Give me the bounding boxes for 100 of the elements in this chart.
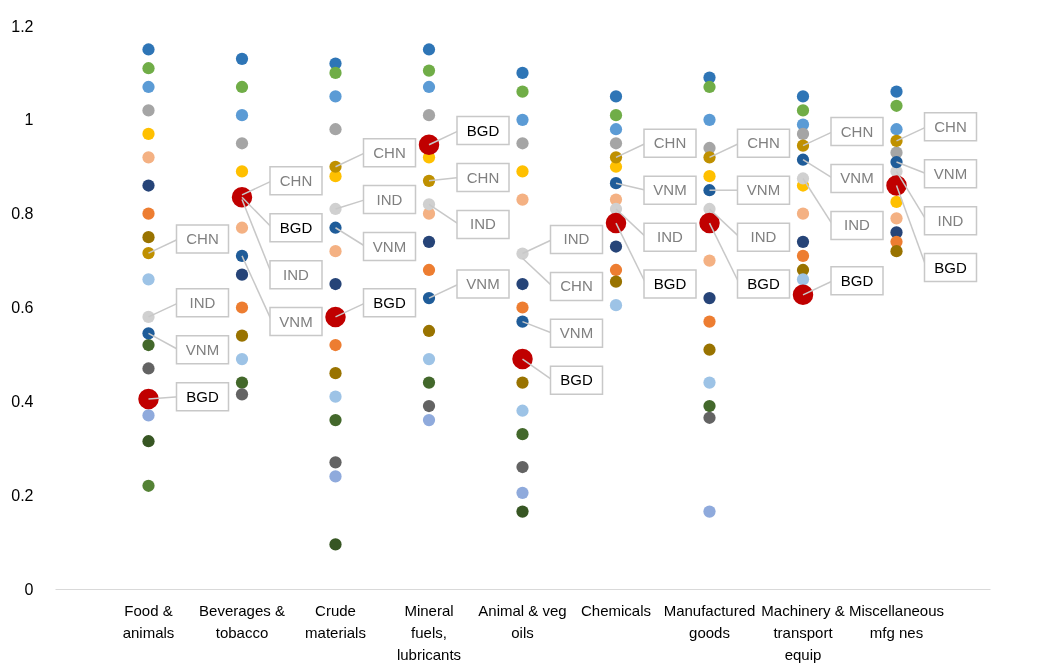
- point: [325, 306, 346, 328]
- point: [516, 486, 529, 499]
- point: [422, 64, 436, 77]
- point: [422, 376, 436, 389]
- annotation: CHN: [466, 168, 500, 186]
- point: [890, 85, 903, 98]
- point: [329, 202, 342, 216]
- annotation: BGD: [747, 275, 780, 293]
- point: [418, 134, 440, 155]
- point: [142, 231, 155, 244]
- point: [609, 177, 623, 190]
- point: [329, 390, 342, 403]
- x-tick-label: Crude materials: [305, 601, 366, 641]
- point: [142, 338, 155, 352]
- annotation: BGD: [373, 293, 406, 311]
- x-tick-label: Manufactured goods: [663, 601, 756, 641]
- point: [796, 235, 810, 248]
- point: [329, 245, 342, 258]
- annotation: IND: [750, 228, 777, 246]
- point: [512, 348, 533, 370]
- point: [516, 193, 529, 206]
- annotation: CHN: [560, 277, 593, 295]
- annotation: VNM: [933, 164, 968, 182]
- y-tick-label: 0.2: [11, 486, 34, 504]
- annotation: VNM: [559, 324, 594, 342]
- point: [890, 212, 903, 225]
- annotation: VNM: [372, 237, 407, 255]
- x-tick-label: Chemicals: [580, 601, 652, 619]
- annotation: CHN: [747, 134, 780, 152]
- point: [142, 435, 155, 448]
- point: [796, 249, 810, 262]
- x-tick-label: Miscellaneous mfg nes: [848, 601, 945, 641]
- annotation: IND: [563, 230, 590, 248]
- point: [329, 413, 342, 427]
- point: [235, 221, 249, 234]
- y-tick-label: 1.2: [11, 17, 34, 35]
- annotation: BGD: [466, 121, 500, 139]
- point: [329, 90, 342, 103]
- point: [703, 411, 716, 424]
- point: [703, 170, 716, 183]
- point: [516, 460, 529, 474]
- x-tick-label: Food & animals: [122, 601, 175, 641]
- point: [422, 353, 436, 366]
- point: [235, 137, 249, 150]
- annotation: CHN: [840, 122, 874, 140]
- annotation: VNM: [185, 340, 220, 358]
- point: [703, 505, 716, 518]
- point: [516, 404, 529, 417]
- point: [605, 212, 627, 234]
- point: [796, 104, 810, 117]
- annotation: IND: [376, 190, 403, 208]
- annotation: BGD: [186, 387, 219, 405]
- point: [703, 113, 716, 126]
- point: [235, 109, 249, 122]
- y-tick-label: 0.4: [11, 392, 34, 410]
- point: [235, 249, 249, 262]
- y-tick-label: 0.8: [11, 205, 34, 223]
- x-tick-label: Mineral fuels, lubricants: [396, 601, 462, 663]
- point: [329, 66, 342, 80]
- point: [422, 235, 436, 248]
- point: [235, 268, 249, 281]
- point: [138, 388, 159, 410]
- annotation: VNM: [653, 181, 687, 199]
- annotation: VNM: [466, 275, 500, 293]
- annotation: VNM: [746, 181, 781, 199]
- point: [703, 292, 716, 305]
- point: [796, 273, 810, 286]
- point: [329, 277, 342, 291]
- point: [516, 505, 529, 518]
- point: [235, 353, 249, 366]
- point: [422, 198, 436, 211]
- point: [235, 165, 249, 178]
- point: [796, 139, 810, 152]
- point: [329, 367, 342, 380]
- annotation: CHN: [934, 117, 967, 135]
- point: [890, 195, 903, 209]
- annotation: IND: [937, 211, 964, 229]
- x-tick-label: Machinery & transport equip: [761, 601, 845, 663]
- point: [890, 134, 903, 148]
- point: [796, 90, 810, 103]
- point: [142, 362, 155, 375]
- point: [890, 123, 903, 136]
- point: [235, 329, 249, 342]
- point: [422, 292, 436, 305]
- point: [609, 90, 623, 103]
- point: [329, 123, 342, 136]
- point: [609, 137, 623, 150]
- annotation: IND: [844, 216, 871, 234]
- point: [609, 263, 623, 277]
- point: [890, 99, 903, 112]
- annotation: IND: [470, 215, 497, 233]
- annotation: VNM: [279, 312, 313, 330]
- point: [609, 123, 623, 136]
- point: [422, 263, 436, 277]
- point: [422, 109, 436, 122]
- point: [516, 277, 529, 291]
- point: [142, 479, 155, 492]
- point: [703, 399, 716, 413]
- point: [422, 43, 436, 56]
- annotation: BGD: [840, 271, 874, 289]
